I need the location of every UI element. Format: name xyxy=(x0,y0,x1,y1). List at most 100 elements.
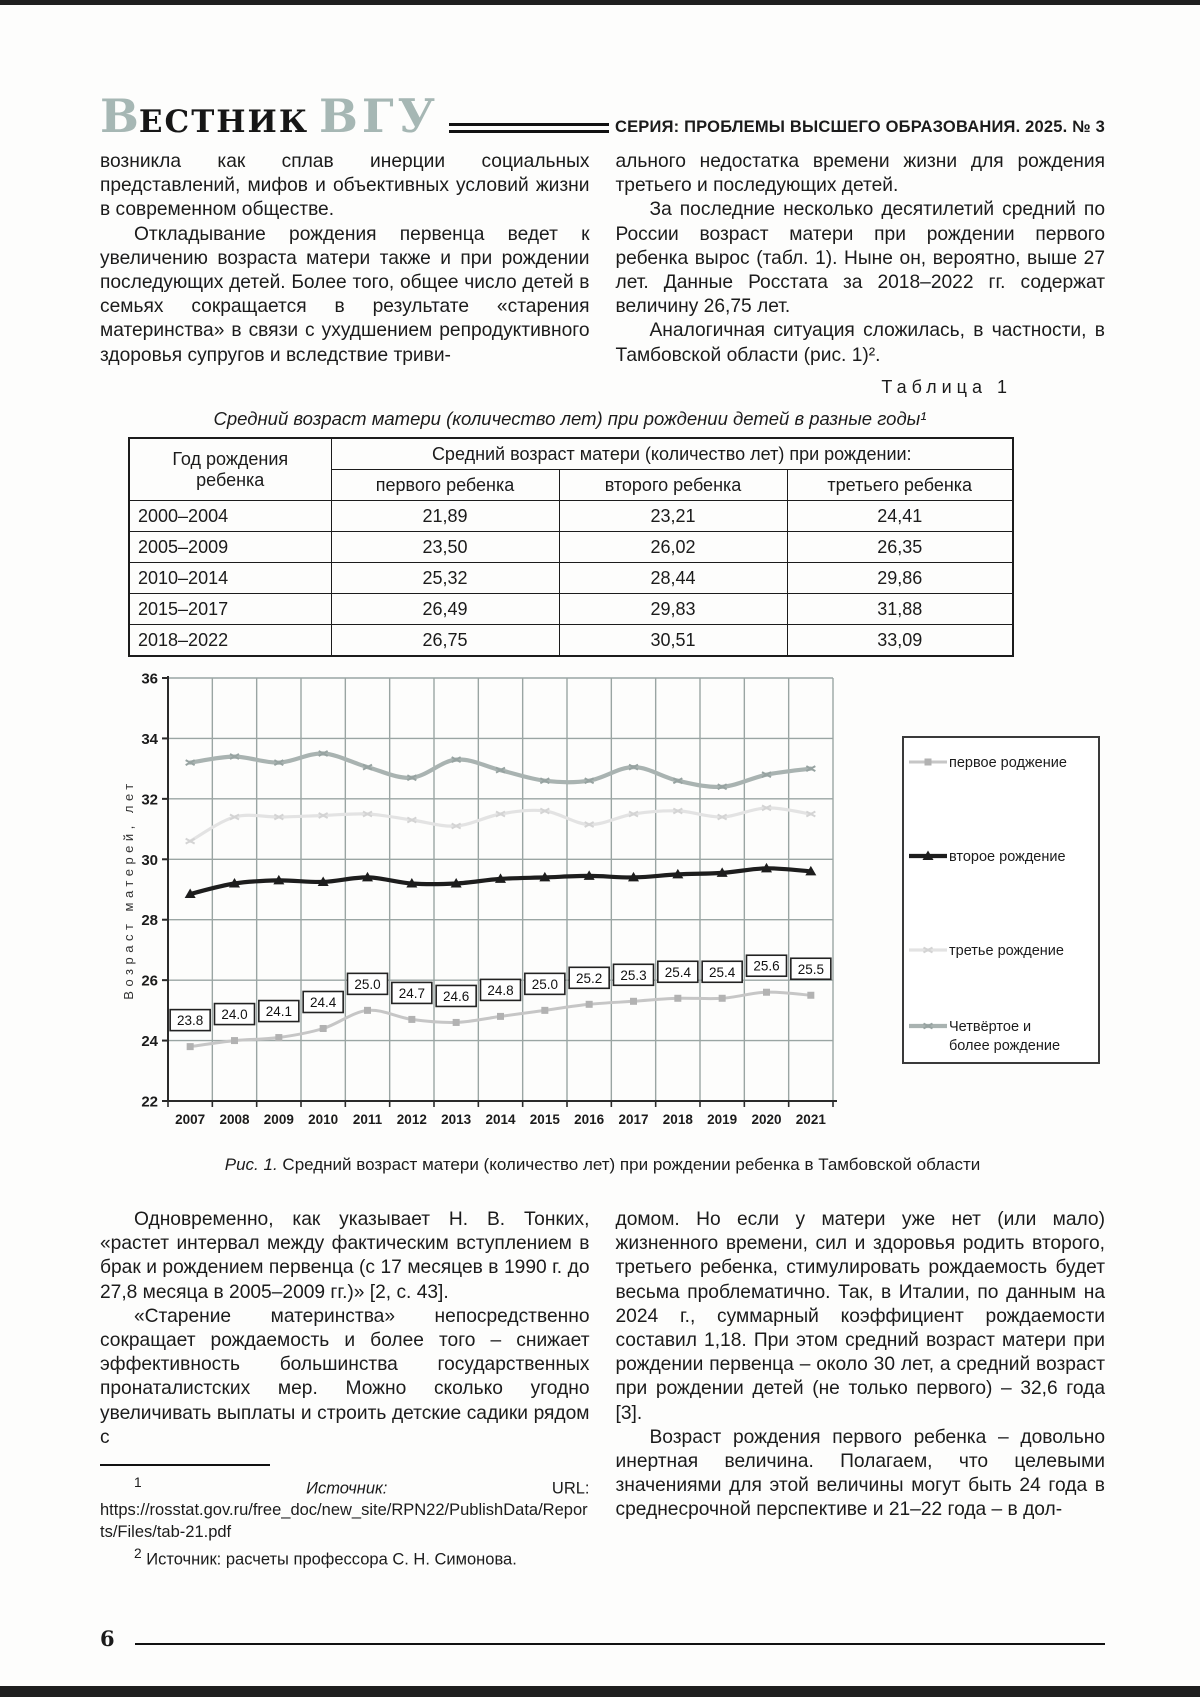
legend-label: Четвёртое и xyxy=(949,1019,1031,1035)
marker-triangle xyxy=(495,873,506,883)
table-cell-value: 26,75 xyxy=(330,624,560,657)
marker-cross xyxy=(761,771,772,779)
table-cell-value: 30,51 xyxy=(558,624,788,657)
table-cell-value: 26,35 xyxy=(786,531,1014,563)
marker-cross xyxy=(185,837,196,845)
marker-triangle xyxy=(805,865,817,876)
marker-cross xyxy=(229,753,240,760)
table-row: 2000–2004 21,89 23,21 24,41 xyxy=(128,500,1014,532)
page-header: ВЕСТНИК ВГУ СЕРИЯ: ПРОБЛЕМЫ ВЫСШЕГО ОБРАЗ… xyxy=(100,93,1105,139)
x-tick-label: 2014 xyxy=(485,1112,516,1127)
marker-cross xyxy=(229,813,240,821)
marker-triangle xyxy=(450,877,462,888)
x-tick-label: 2016 xyxy=(574,1112,605,1127)
data-label: 25.0 xyxy=(532,977,558,992)
table-cell-value: 26,02 xyxy=(558,531,788,563)
paragraph: ального недостатка времени жизни для рож… xyxy=(615,151,1106,197)
marker-triangle xyxy=(583,870,595,880)
marker-cross xyxy=(628,810,639,818)
x-tick-label: 2007 xyxy=(175,1112,205,1127)
data-label-box xyxy=(612,963,655,987)
marker-cross xyxy=(539,807,550,815)
data-label: 25.0 xyxy=(354,977,380,992)
y-tick-label: 34 xyxy=(141,731,158,748)
marker-cross xyxy=(495,810,506,818)
data-label-box xyxy=(701,960,743,984)
marker-square xyxy=(674,994,682,1002)
marker-triangle xyxy=(716,867,728,877)
marker-triangle xyxy=(273,874,285,885)
journal-logo: ВЕСТНИК ВГУ xyxy=(100,93,439,139)
table-cell-value: 24,41 xyxy=(786,500,1014,532)
data-label-box xyxy=(657,960,699,984)
paragraph: Аналогичная ситуация сложилась, в частно… xyxy=(615,320,1106,366)
data-label: 24.0 xyxy=(221,1007,247,1022)
marker-square xyxy=(807,991,815,999)
paragraph: Возраст рождения первого ребенка – довол… xyxy=(615,1426,1106,1521)
y-tick-label: 22 xyxy=(141,1094,158,1111)
marker-cross xyxy=(362,763,373,771)
footnote-separator xyxy=(100,1464,270,1467)
data-label-box xyxy=(169,1008,211,1032)
marker-square xyxy=(364,1006,371,1014)
data-label-box xyxy=(524,972,566,996)
data-label: 24.1 xyxy=(266,1004,292,1019)
marker-cross xyxy=(628,763,639,771)
figure-chart: 22 24 26 28 30 32 34 36 2007 2008 2009 2010 2011 2012… xyxy=(118,666,1103,1141)
x-tick-label: 2017 xyxy=(618,1112,648,1127)
marker-cross xyxy=(318,812,329,819)
footnote-source-label: Источник: xyxy=(141,1550,226,1569)
marker-cross xyxy=(672,777,683,785)
x-tick-label: 2021 xyxy=(796,1112,827,1127)
marker-cross xyxy=(495,766,506,774)
y-tick-label: 30 xyxy=(141,852,158,869)
table-cell-value: 29,86 xyxy=(786,562,1014,594)
page-number: 6 xyxy=(100,1626,115,1651)
data-label: 24.7 xyxy=(399,986,425,1001)
y-tick-label: 24 xyxy=(141,1033,158,1050)
intro-column-left: возникла как сплав инерции социальных пр… xyxy=(100,150,590,368)
y-tick-label: 32 xyxy=(141,791,158,808)
marker-square xyxy=(186,1043,194,1051)
marker-cross xyxy=(406,816,417,824)
x-tick-label: 2012 xyxy=(397,1112,427,1127)
logo-rest: ЕСТНИК xyxy=(138,104,310,140)
data-label: 25.4 xyxy=(665,965,692,980)
data-label: 24.8 xyxy=(487,983,513,998)
data-label-box xyxy=(302,990,344,1014)
footnote-source-label: Источник: xyxy=(141,1479,552,1498)
marker-cross xyxy=(584,777,595,785)
data-label-box xyxy=(745,954,788,978)
marker-cross xyxy=(672,807,683,815)
paragraph: Откладывание рождения первенца ведет к у… xyxy=(100,223,590,366)
legend-box xyxy=(902,736,1100,1064)
marker-cross xyxy=(761,804,772,812)
data-label: 25.3 xyxy=(620,968,646,983)
marker-cross xyxy=(539,777,550,785)
footer-rule xyxy=(134,1642,1105,1645)
figure-caption-text: Средний возраст матери (количество лет) … xyxy=(277,1155,981,1174)
marker-triangle xyxy=(317,876,329,886)
logo-initial: В xyxy=(100,89,139,143)
table-group-header: Средний возраст матери (количество лет) … xyxy=(330,437,1014,470)
marker-cross xyxy=(805,765,816,773)
legend-label: более рождение xyxy=(949,1038,1060,1054)
x-tick-label: 2015 xyxy=(530,1112,561,1127)
paragraph: Одновременно, как указывает Н. В. Тонких… xyxy=(100,1209,590,1303)
y-tick-label: 28 xyxy=(141,912,158,929)
marker-cross xyxy=(406,774,417,782)
table-subheader: третьего ребенка xyxy=(786,469,1014,501)
marker-cross xyxy=(451,756,462,763)
table-cell-period: 2000–2004 xyxy=(128,500,332,532)
marker-triangle xyxy=(922,850,934,860)
table-row: 2010–2014 25,32 28,44 29,86 xyxy=(128,562,1014,594)
table-subheader: первого ребенка xyxy=(330,469,560,501)
body-column-left: Одновременно, как указывает Н. В. Тонких… xyxy=(100,1208,590,1571)
marker-triangle xyxy=(362,871,373,882)
marker-cross xyxy=(923,1022,933,1030)
legend-label: третье рождение xyxy=(949,943,1064,959)
marker-triangle xyxy=(628,871,639,882)
footnote: 1 Источник: URL: https://rosstat.gov.ru/… xyxy=(100,1472,590,1543)
x-tick-label: 2020 xyxy=(751,1112,781,1127)
